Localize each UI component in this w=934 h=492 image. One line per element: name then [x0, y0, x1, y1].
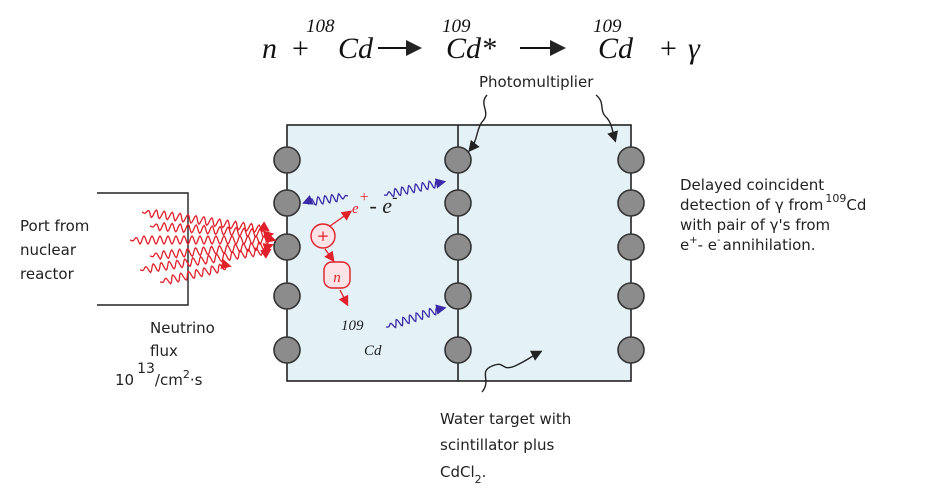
flux-exp: 13: [137, 361, 155, 377]
note-sup: +: [689, 235, 697, 246]
note-line: with pair of γ's from: [680, 216, 830, 234]
photomultiplier-tube: [617, 336, 645, 364]
wave: [141, 208, 270, 234]
water-text: CdCl: [440, 463, 475, 481]
eq-cd: Cd: [338, 32, 374, 65]
water-label: scintillator plus: [440, 436, 555, 454]
photomultiplier-tube: [617, 282, 645, 310]
water-text: .: [482, 463, 487, 481]
wave: [129, 232, 277, 246]
photomultiplier-tube: [444, 233, 472, 261]
cd-mass: 109: [341, 318, 364, 334]
waves: [129, 178, 447, 329]
photomultiplier-tube: [444, 189, 472, 217]
photomultiplier-tube: [444, 336, 472, 364]
water-label: CdCl2.: [440, 463, 486, 486]
flux-unit: /cm: [155, 371, 183, 389]
neutron: n: [333, 270, 341, 286]
note-line: Delayed coincident: [680, 176, 824, 194]
pointer-arrow: [595, 94, 618, 143]
photomultiplier-label: Photomultiplier: [479, 73, 594, 91]
photomultiplier-tube: [617, 189, 645, 217]
pointer-arrow: [481, 350, 543, 393]
water-label: Water target with: [440, 410, 571, 428]
eq-gamma: γ: [688, 32, 701, 65]
note-text: - e: [698, 236, 717, 254]
eq-n: n: [262, 32, 277, 65]
note-text: e: [680, 236, 689, 254]
note-line: e+- e-annihilation.: [680, 235, 816, 254]
photomultiplier-tube: [273, 189, 301, 217]
wave: [149, 221, 275, 241]
neutron-box: [323, 261, 351, 289]
eq-mass: 109: [593, 16, 622, 37]
eq-cd: Cd: [598, 32, 634, 65]
flux-unit: ·s: [190, 371, 203, 389]
positron: e: [352, 201, 359, 217]
port-label: Port from: [20, 217, 89, 235]
reaction-arrow: [324, 248, 335, 263]
note-text: detection of γ from: [680, 196, 823, 214]
reactor-port: [97, 192, 189, 306]
eq-mass: 109: [442, 16, 471, 37]
wave: [149, 241, 274, 261]
eq-mass: 108: [306, 16, 335, 37]
photomultiplier-tube: [273, 233, 301, 261]
pointer-arrow: [468, 94, 488, 153]
proton-circle: [310, 223, 336, 249]
port-label: nuclear: [20, 241, 77, 259]
wave: [386, 304, 447, 329]
note-text: Cd: [846, 196, 866, 214]
photomultiplier-tube: [273, 282, 301, 310]
photomultiplier-tube: [617, 233, 645, 261]
note-sup: 109: [825, 192, 846, 205]
flux-value: 1013/cm2·s: [115, 361, 203, 389]
eq-plus: +: [660, 32, 677, 65]
detection-note: Delayed coincident detection of γ from 10…: [680, 176, 866, 254]
water-sub: 2: [475, 473, 482, 486]
wave: [139, 247, 272, 274]
photomultiplier-tube: [617, 146, 645, 174]
photomultipliers: [273, 146, 645, 364]
electron: - e: [369, 193, 392, 218]
electron-sup: -: [392, 189, 397, 206]
port-label: reactor: [20, 265, 75, 283]
positron-electron: e+- e-: [352, 189, 397, 218]
photomultiplier-tube: [444, 146, 472, 174]
note-line: detection of γ from 109Cd: [680, 192, 866, 214]
flux-base: 10: [115, 371, 134, 389]
flux-label: Neutrino: [150, 319, 215, 337]
flux-unit-exp: 2: [183, 368, 190, 381]
wave: [383, 178, 447, 198]
photomultiplier-tube: [444, 282, 472, 310]
eq-plus: +: [292, 32, 309, 65]
reaction-arrow: [338, 289, 349, 307]
flux-label: flux: [150, 342, 178, 360]
equation: n + 108 Cd 109 Cd* 109 Cd + γ: [262, 16, 701, 65]
plus-sign: +: [317, 227, 330, 245]
wave: [302, 192, 349, 206]
photomultiplier-tube: [273, 146, 301, 174]
positron-sup: +: [359, 189, 370, 206]
photomultiplier-tube: [273, 336, 301, 364]
wave: [159, 258, 232, 285]
cd: Cd: [364, 343, 382, 359]
note-text: annihilation.: [723, 236, 816, 254]
reaction-arrow: [329, 210, 353, 227]
eq-cd-excited: Cd*: [446, 32, 496, 65]
note-sup: -: [717, 235, 721, 246]
